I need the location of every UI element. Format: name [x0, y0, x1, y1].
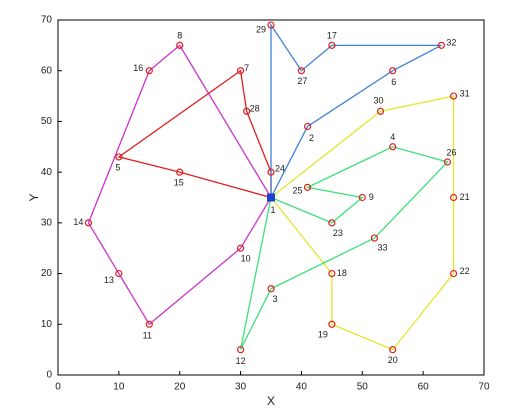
y-tick-label: 0 — [46, 370, 52, 381]
x-tick-label: 0 — [55, 382, 61, 393]
node-label: 12 — [236, 356, 246, 366]
node-label: 3 — [272, 294, 277, 304]
node-marker — [328, 41, 336, 49]
node-label: 11 — [143, 331, 152, 341]
y-tick-label: 60 — [41, 65, 53, 76]
route-line — [87, 44, 272, 326]
node-marker — [84, 219, 93, 227]
node-marker — [267, 21, 275, 29]
node-marker — [443, 158, 452, 166]
depot-marker — [267, 193, 275, 202]
node-label: 22 — [460, 266, 470, 276]
node-marker — [389, 346, 397, 354]
node-marker — [145, 67, 153, 75]
x-tick-label: 10 — [113, 382, 125, 393]
node-label: 6 — [391, 77, 396, 87]
node-label: 16 — [133, 63, 143, 73]
node-label: 10 — [241, 254, 251, 264]
node-label: 19 — [318, 330, 328, 340]
node-label: 15 — [174, 178, 184, 188]
node-marker — [389, 67, 397, 75]
node-label: 28 — [250, 104, 260, 114]
y-tick-label: 30 — [41, 217, 53, 228]
node-label: 7 — [244, 63, 249, 73]
node-marker — [267, 168, 275, 176]
node-label: 24 — [275, 164, 285, 174]
node-marker — [243, 107, 251, 115]
node-marker — [449, 193, 458, 202]
node-marker — [145, 320, 153, 328]
node-label: 1 — [270, 205, 275, 215]
node-marker — [328, 219, 336, 227]
node-marker — [449, 269, 458, 278]
x-tick-label: 60 — [418, 382, 430, 393]
node-label: 32 — [446, 38, 456, 48]
node-marker — [115, 153, 123, 161]
node-label: 33 — [377, 242, 387, 252]
node-label: 17 — [327, 31, 337, 41]
node-label: 20 — [388, 355, 398, 365]
route-line — [239, 146, 449, 350]
route-line — [270, 95, 455, 351]
x-tick-label: 20 — [174, 382, 186, 393]
node-marker — [328, 269, 336, 278]
node-label: 29 — [256, 24, 266, 34]
x-tick-label: 70 — [478, 382, 490, 393]
node-label: 25 — [293, 186, 303, 196]
node-marker — [236, 244, 245, 252]
node-marker — [376, 107, 385, 115]
node-marker — [389, 143, 397, 151]
node-marker — [236, 67, 245, 75]
y-tick-label: 10 — [41, 319, 53, 330]
node-label: 13 — [104, 275, 114, 285]
route-line — [270, 22, 442, 198]
node-label: 21 — [460, 192, 470, 202]
y-tick-label: 40 — [41, 167, 53, 178]
node-marker — [176, 41, 184, 49]
node-label: 18 — [337, 268, 347, 278]
node-marker — [328, 320, 336, 328]
node-label: 8 — [177, 31, 182, 41]
node-label: 26 — [446, 147, 456, 157]
y-axis-label: Y — [27, 193, 41, 201]
y-tick-label: 70 — [41, 15, 53, 26]
node-label: 5 — [115, 162, 120, 172]
x-tick-label: 50 — [357, 382, 369, 393]
node-label: 14 — [73, 217, 83, 227]
node-label: 30 — [374, 96, 384, 106]
node-label: 23 — [333, 228, 343, 238]
node-label: 2 — [309, 133, 314, 143]
node-marker — [267, 285, 275, 293]
node-marker — [437, 41, 445, 49]
node-marker — [449, 92, 458, 100]
node-marker — [176, 168, 184, 176]
node-marker — [303, 122, 312, 131]
node-marker — [115, 269, 123, 278]
x-tick-label: 30 — [235, 382, 247, 393]
node-marker — [370, 234, 379, 242]
x-axis-label: X — [267, 394, 275, 408]
x-tick-label: 40 — [296, 382, 308, 393]
node-marker — [297, 67, 306, 75]
node-label: 9 — [369, 192, 374, 202]
node-label: 27 — [297, 76, 307, 86]
node-label: 4 — [390, 132, 395, 142]
node-marker — [303, 183, 312, 191]
y-tick-label: 50 — [41, 116, 53, 127]
node-label: 31 — [460, 88, 470, 98]
node-marker — [236, 346, 245, 354]
node-marker — [358, 193, 366, 202]
y-tick-label: 20 — [41, 268, 53, 279]
